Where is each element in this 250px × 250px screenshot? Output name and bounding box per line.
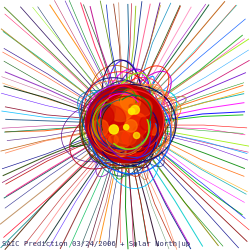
Text: SAIC Prediction 03/24/2006 + Solar North|up: SAIC Prediction 03/24/2006 + Solar North… [2, 240, 191, 248]
Circle shape [135, 150, 142, 157]
Circle shape [103, 96, 110, 103]
Circle shape [148, 124, 160, 135]
Circle shape [92, 119, 109, 137]
Circle shape [125, 120, 137, 132]
Circle shape [128, 105, 139, 117]
Circle shape [125, 113, 148, 136]
Circle shape [94, 112, 104, 121]
Circle shape [91, 120, 104, 134]
Circle shape [94, 133, 111, 150]
Circle shape [115, 125, 134, 144]
Circle shape [108, 135, 118, 145]
Circle shape [102, 104, 115, 117]
Circle shape [129, 104, 134, 109]
Circle shape [98, 106, 126, 133]
Circle shape [134, 132, 140, 138]
Circle shape [114, 131, 131, 148]
Circle shape [112, 109, 123, 121]
Circle shape [140, 116, 154, 130]
Circle shape [124, 124, 129, 130]
Circle shape [92, 100, 116, 124]
Circle shape [131, 106, 140, 114]
Circle shape [86, 85, 164, 162]
Circle shape [108, 98, 132, 122]
Circle shape [102, 134, 110, 141]
Circle shape [133, 126, 144, 138]
Circle shape [117, 97, 122, 102]
Circle shape [122, 130, 137, 145]
Circle shape [91, 112, 114, 135]
Circle shape [129, 134, 144, 148]
Circle shape [128, 108, 135, 114]
Circle shape [115, 95, 137, 117]
Circle shape [134, 98, 152, 117]
Circle shape [88, 117, 111, 140]
Circle shape [109, 125, 118, 134]
Circle shape [116, 146, 126, 157]
Circle shape [100, 123, 109, 133]
Circle shape [90, 105, 114, 128]
Circle shape [120, 91, 141, 111]
Circle shape [120, 94, 132, 107]
